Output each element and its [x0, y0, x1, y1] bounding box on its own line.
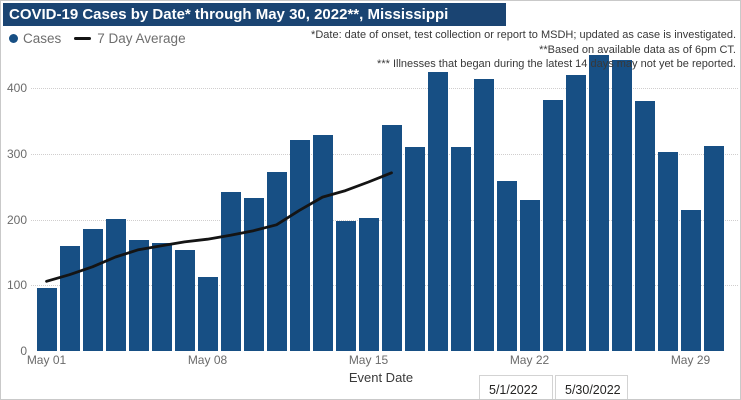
- bar-may-25[interactable]: [588, 55, 609, 351]
- bar-may-30[interactable]: [703, 145, 724, 351]
- end-date-input[interactable]: [555, 375, 628, 399]
- bar-may-23[interactable]: [542, 99, 563, 351]
- bar-may-18[interactable]: [427, 71, 448, 351]
- gridline-400: [31, 88, 738, 89]
- bar-may-20[interactable]: [473, 78, 494, 351]
- bar-may-06[interactable]: [151, 242, 172, 351]
- footnote-date-definition: *Date: date of onset, test collection or…: [311, 29, 736, 41]
- bar-may-19[interactable]: [450, 147, 471, 351]
- bar-may-05[interactable]: [128, 239, 149, 351]
- bar-may-26[interactable]: [611, 59, 632, 351]
- bar-may-14[interactable]: [335, 220, 356, 351]
- bar-may-24[interactable]: [565, 74, 586, 351]
- legend: Cases 7 Day Average: [9, 30, 186, 46]
- bar-may-12[interactable]: [289, 139, 310, 351]
- x-axis-title: Event Date: [348, 370, 414, 385]
- bar-may-21[interactable]: [496, 180, 517, 351]
- avg-legend-line-icon: [74, 36, 92, 40]
- y-tick-label-0: 0: [20, 344, 27, 358]
- x-tick-label-may-01: May 01: [26, 353, 67, 367]
- bar-may-28[interactable]: [657, 152, 678, 351]
- footnote-latest-14-days: *** Illnesses that began during the late…: [377, 58, 736, 70]
- x-tick-label-may-08: May 08: [187, 353, 228, 367]
- bar-may-13[interactable]: [312, 134, 333, 351]
- bar-may-02[interactable]: [59, 246, 80, 351]
- x-tick-label-may-15: May 15: [348, 353, 389, 367]
- bar-may-27[interactable]: [634, 101, 655, 351]
- y-tick-label-200: 200: [6, 212, 27, 227]
- bar-may-15[interactable]: [358, 218, 379, 351]
- x-tick-label-may-22: May 22: [509, 353, 550, 367]
- footnotes: *Date: date of onset, test collection or…: [311, 28, 736, 72]
- footnote-data-as-of: **Based on available data as of 6pm CT.: [539, 43, 736, 56]
- cases-legend-dot-icon: [9, 33, 18, 43]
- bar-may-11[interactable]: [266, 172, 287, 351]
- bar-may-10[interactable]: [243, 197, 264, 351]
- bar-may-07[interactable]: [174, 250, 195, 351]
- bar-may-16[interactable]: [381, 124, 402, 351]
- bar-may-04[interactable]: [105, 218, 126, 351]
- x-tick-label-may-29: May 29: [670, 353, 711, 367]
- bar-may-29[interactable]: [680, 210, 701, 351]
- bar-may-22[interactable]: [519, 200, 540, 351]
- y-tick-label-400: 400: [6, 81, 27, 95]
- chart-title: COVID-19 Cases by Date* through May 30, …: [3, 3, 506, 26]
- y-tick-label-100: 100: [6, 278, 27, 293]
- bar-may-09[interactable]: [220, 191, 241, 351]
- legend-avg-label: 7 Day Average: [97, 30, 186, 46]
- legend-cases-label: Cases: [23, 30, 62, 46]
- y-tick-label-300: 300: [6, 146, 27, 161]
- start-date-input[interactable]: [479, 375, 553, 399]
- bar-may-17[interactable]: [404, 147, 425, 351]
- bar-may-08[interactable]: [197, 276, 218, 351]
- bar-may-01[interactable]: [36, 287, 57, 351]
- bar-may-03[interactable]: [82, 228, 103, 351]
